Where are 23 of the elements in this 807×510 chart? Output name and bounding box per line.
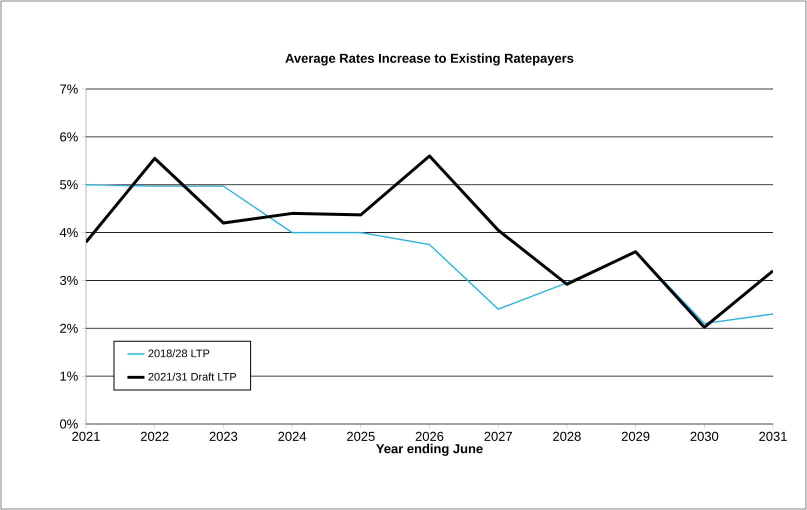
y-tick-label: 1% (60, 372, 78, 381)
x-tick-label: 2027 (484, 432, 512, 441)
y-tick-label: 2% (60, 324, 78, 333)
x-tick-label: 2025 (347, 432, 375, 441)
y-tick-label: 4% (60, 228, 78, 238)
x-tick-label: 2031 (759, 432, 787, 441)
x-tick-label: 2022 (140, 432, 168, 441)
x-axis-title: Year ending June (376, 444, 483, 456)
y-tick-label: 0% (60, 419, 78, 429)
x-tick-label: 2030 (690, 432, 718, 441)
legend-label: 2018/28 LTP (148, 349, 210, 358)
chart-title: Average Rates Increase to Existing Ratepayers (285, 53, 574, 66)
x-tick-label: 2026 (416, 432, 444, 441)
y-tick-label: 7% (60, 84, 78, 94)
x-tick-label: 2029 (622, 432, 650, 441)
x-tick-label: 2021 (72, 432, 100, 441)
x-tick-label: 2024 (278, 432, 306, 441)
legend-label: 2021/31 Draft LTP (148, 372, 236, 381)
x-tick-label: 2023 (210, 432, 238, 441)
x-tick-label: 2028 (553, 432, 581, 441)
y-tick-label: 6% (60, 132, 78, 142)
y-tick-label: 5% (60, 180, 78, 190)
y-tick-label: 3% (60, 276, 78, 286)
